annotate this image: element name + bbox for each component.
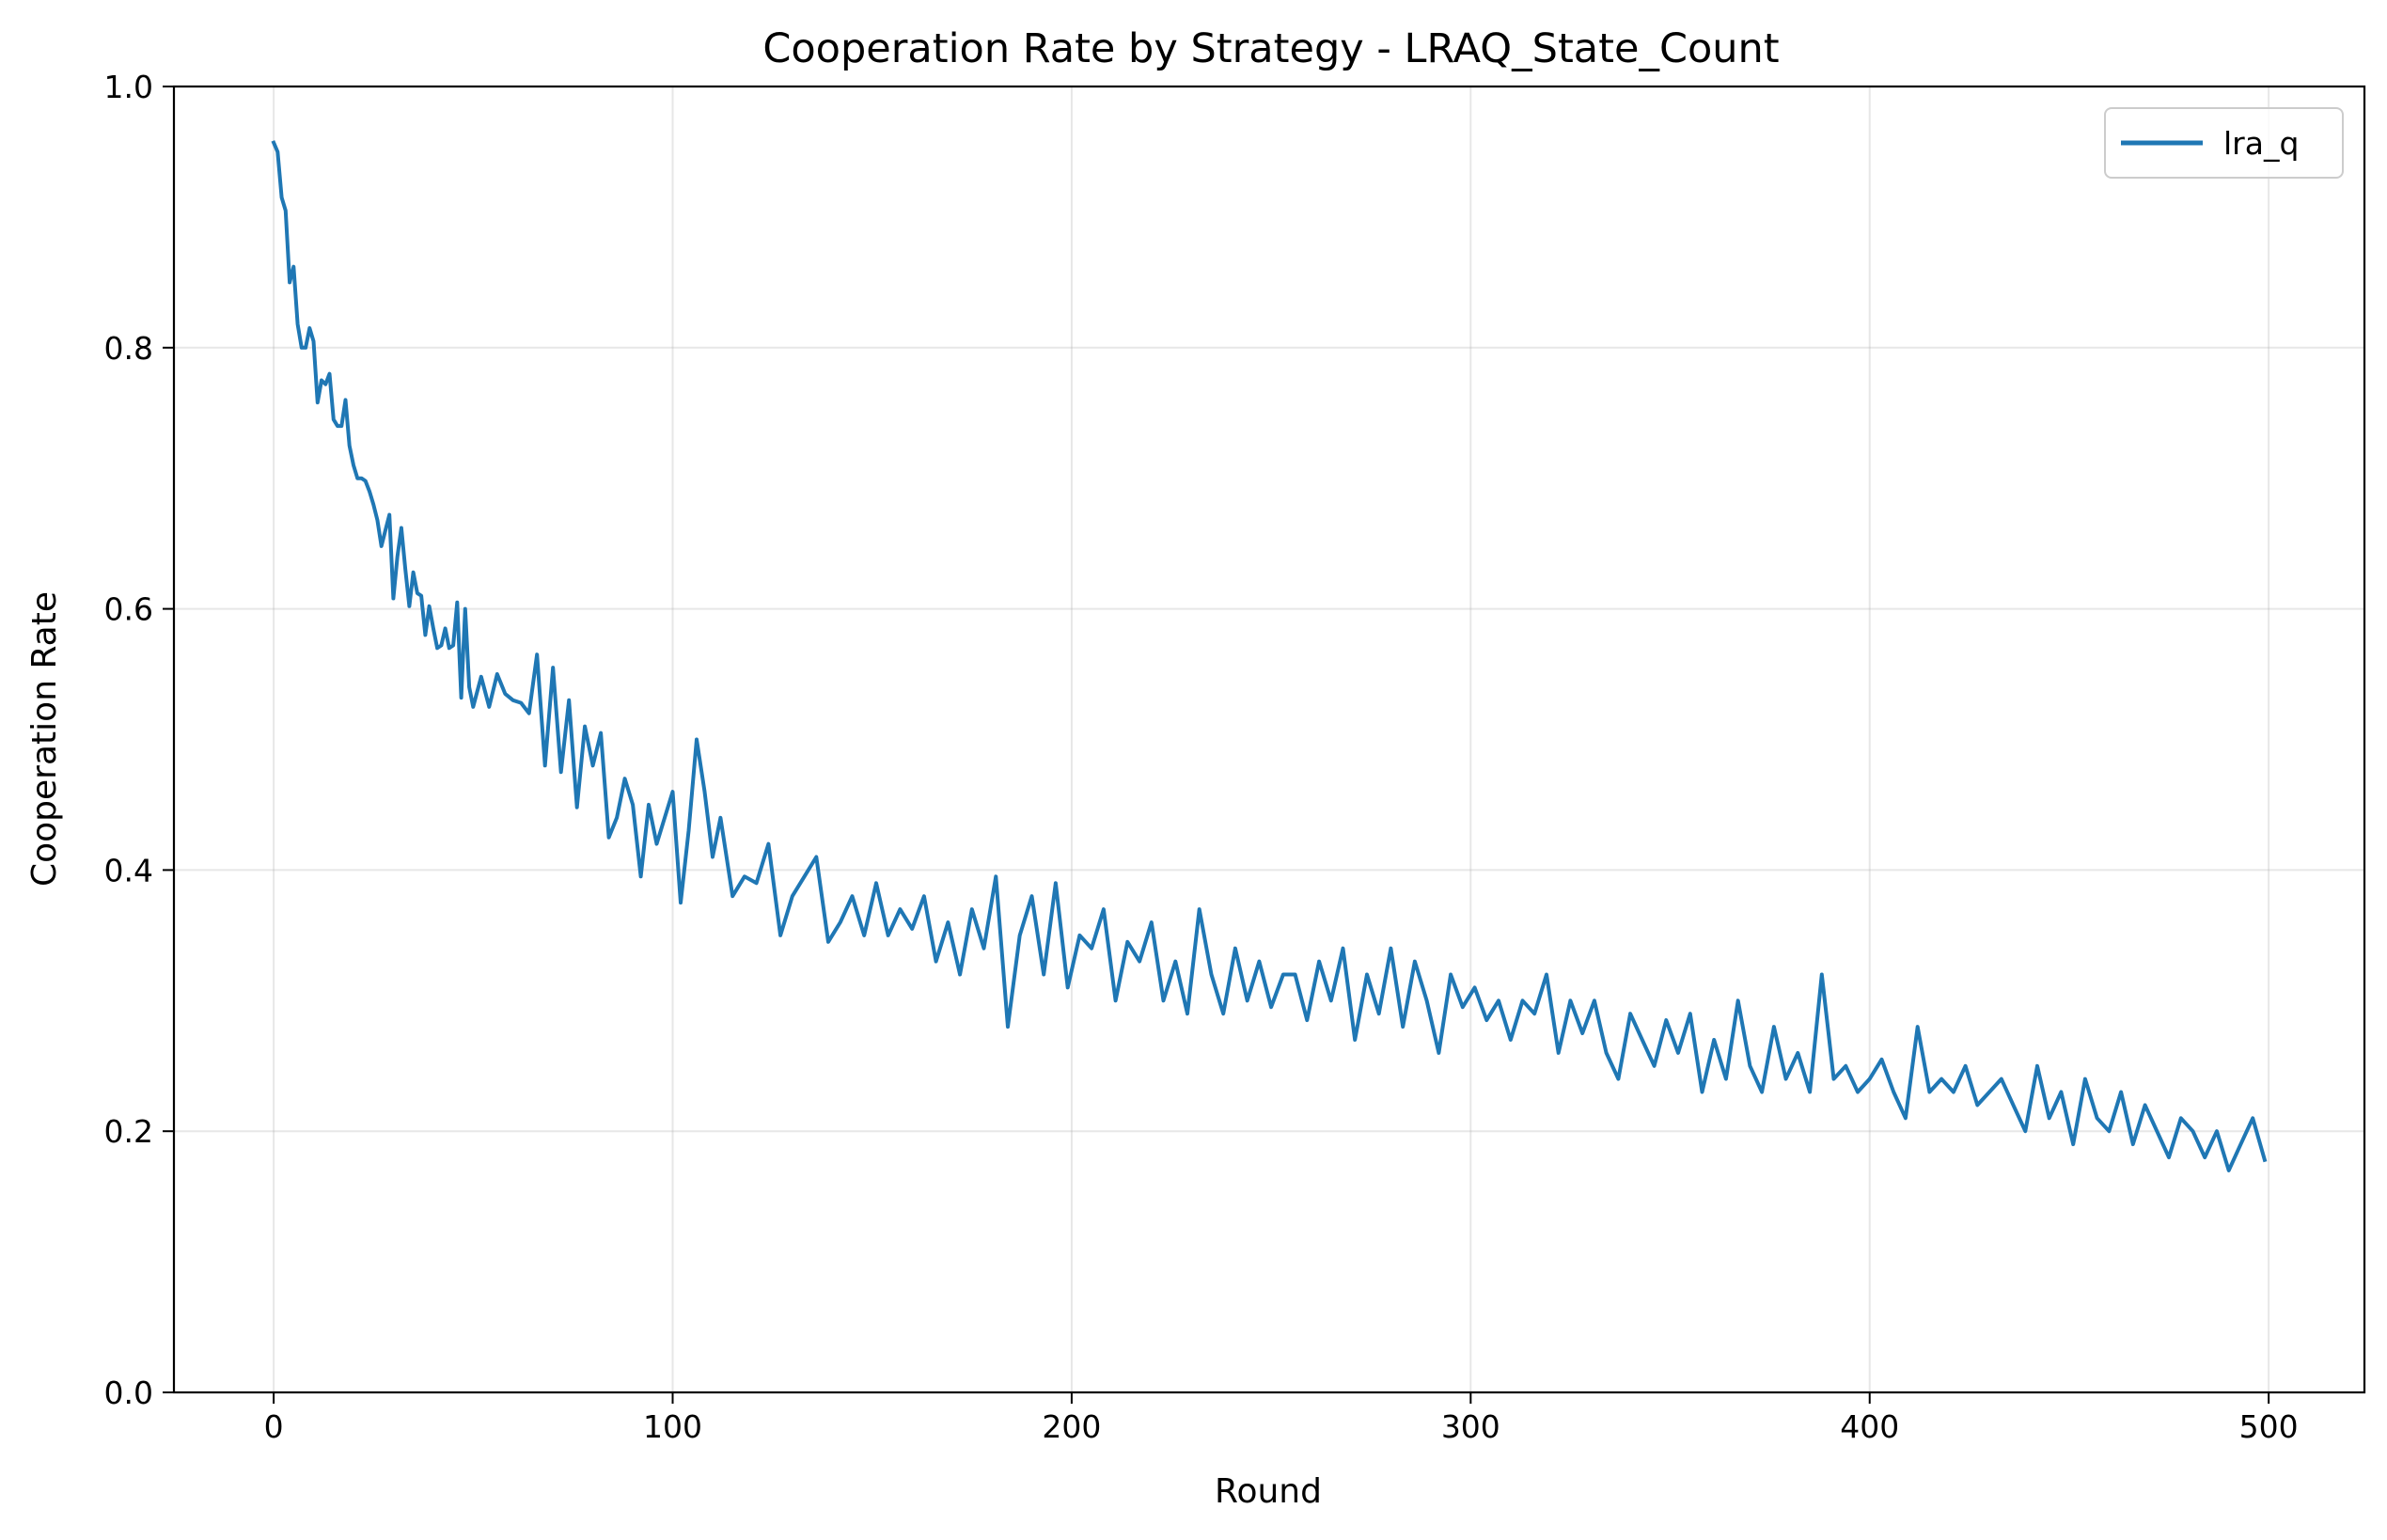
axes-frame <box>172 85 2366 1394</box>
y-tick-label: 0.8 <box>104 330 153 367</box>
x-axis: 0 100 200 300 400 500 <box>264 1392 2299 1445</box>
x-tick-label: 0 <box>264 1408 284 1445</box>
y-axis-label: Cooperation Rate <box>25 591 64 887</box>
legend-box <box>2104 107 2344 179</box>
x-tick-label: 500 <box>2239 1408 2299 1445</box>
x-tick-label: 400 <box>1840 1408 1899 1445</box>
y-axis: 0.0 0.2 0.4 0.6 0.8 1.0 <box>104 69 174 1411</box>
y-tick-label: 0.2 <box>104 1113 153 1150</box>
y-tick-label: 0.4 <box>104 852 153 888</box>
series-line-lra_q <box>271 140 2268 1172</box>
legend: lra_q <box>2104 107 2344 179</box>
y-tick-label: 1.0 <box>104 69 153 105</box>
x-tick-label: 300 <box>1441 1408 1500 1445</box>
y-tick-label: 0.0 <box>104 1375 153 1411</box>
plot-area <box>271 140 2268 1172</box>
x-axis-label: Round <box>1215 1472 1322 1511</box>
x-tick-label: 200 <box>1042 1408 1101 1445</box>
chart-title: Cooperation Rate by Strategy - LRAQ_Stat… <box>762 25 1779 72</box>
legend-label-lra_q: lra_q <box>2223 125 2299 162</box>
y-tick-label: 0.6 <box>104 591 153 628</box>
x-tick-label: 100 <box>643 1408 702 1445</box>
